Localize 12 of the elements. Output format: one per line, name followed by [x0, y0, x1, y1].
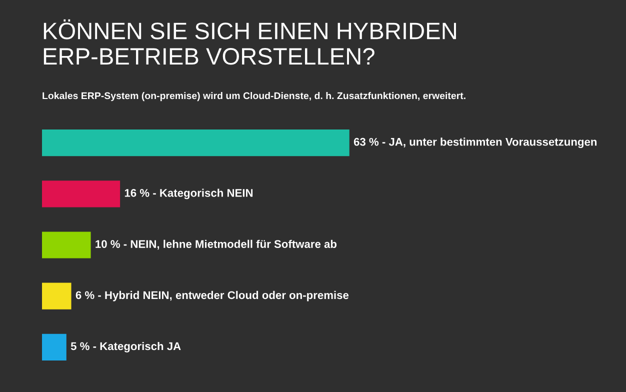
data-label: 6 % - Hybrid NEIN, entweder Cloud oder on-premise	[76, 290, 349, 302]
data-label: 16 % - Kategorisch NEIN	[124, 188, 253, 200]
chart-title: KÖNNEN SIE SICH EINEN HYBRIDEN ERP-BETRIEB VORSTELLEN?	[44, 19, 456, 65]
bar	[42, 232, 91, 258]
chart-subtitle: Lokales ERP-System (on-premise) wird um Cloud-Dienste, d. h. Zusatzfunktionen, erweitert.	[42, 92, 466, 102]
bar	[42, 130, 350, 156]
bar	[42, 334, 66, 360]
data-label: 10 % - NEIN, lehne Mietmodell für Software ab	[96, 240, 337, 250]
data-label: 63 % - JA, unter bestimmten Voraussetzungen	[354, 138, 597, 148]
bar	[42, 282, 72, 310]
data-label: 5 % - Kategorisch JA	[70, 342, 181, 352]
bar	[42, 180, 120, 208]
